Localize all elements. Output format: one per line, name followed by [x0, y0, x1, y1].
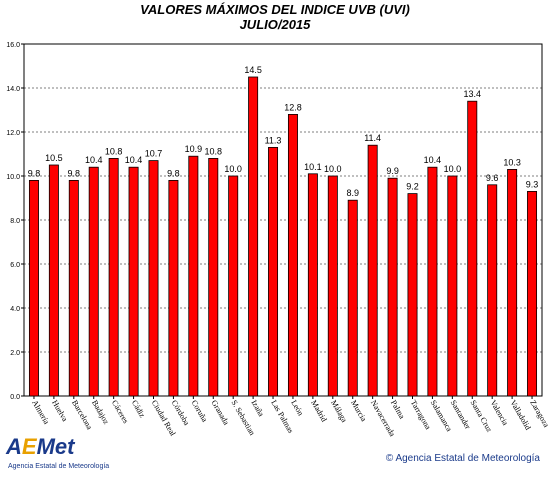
chart-subtitle: JULIO/2015	[239, 17, 311, 32]
bar	[507, 168, 518, 397]
bar	[307, 173, 318, 397]
x-tick-label: Badajoz	[90, 399, 111, 427]
x-tick-label: Granada	[210, 399, 232, 427]
bar	[447, 175, 458, 397]
x-tick-label: Huelva	[50, 399, 70, 424]
bar	[48, 164, 59, 397]
bar	[407, 193, 418, 397]
data-label: 10.0	[224, 164, 242, 174]
data-label: 11.4	[364, 133, 381, 143]
x-tick-label: Murcia	[349, 399, 369, 424]
x-tick-label: Izaña	[249, 399, 266, 419]
y-tick-label: 10.0	[6, 174, 20, 181]
data-label: 9.6	[486, 173, 499, 183]
data-label: 9.2	[406, 182, 419, 192]
x-tick-label: Málaga	[329, 399, 349, 425]
x-tick-label: Madrid	[309, 399, 329, 424]
y-tick-label: 16.0	[6, 42, 20, 49]
y-tick-label: 4.0	[10, 306, 20, 313]
chart-title: VALORES MÁXIMOS DEL INDICE UVB (UVI)	[140, 2, 410, 17]
data-label: 10.0	[444, 164, 462, 174]
data-label: 10.9	[185, 144, 203, 154]
x-tick-label: Cádiz	[130, 399, 147, 420]
data-label: 10.4	[85, 155, 103, 165]
bar	[467, 100, 478, 397]
bar	[487, 184, 498, 397]
x-tick-label: León	[289, 399, 305, 418]
y-tick-label: 8.0	[10, 218, 20, 225]
data-label: 9.9	[386, 166, 399, 176]
data-label: 10.0	[324, 164, 342, 174]
bar	[188, 155, 199, 397]
data-label: 10.4	[125, 155, 143, 165]
data-label: 13.4	[464, 89, 482, 99]
data-label: 14.5	[244, 65, 262, 75]
data-label: 9.8	[68, 168, 81, 178]
bar	[287, 114, 298, 397]
y-tick-label: 0.0	[10, 394, 20, 401]
aemet-logo-subtitle: Agencia Estatal de Meteorología	[8, 463, 110, 470]
data-label: 8.9	[346, 188, 359, 198]
bar	[268, 146, 279, 397]
bar	[168, 179, 179, 397]
bar-chart: 0.0 2.0 4.0 6.0 8.0 10.0 12.0 14.0 16.0 9.8 Almerí…	[6, 42, 550, 438]
bar	[68, 179, 79, 397]
bar	[88, 166, 99, 397]
bar	[108, 157, 119, 397]
data-label: 11.3	[265, 135, 282, 145]
data-label: 9.3	[526, 179, 539, 189]
data-label: 9.8	[167, 168, 180, 178]
x-tick-label: Cáceres	[110, 399, 130, 425]
data-label: 10.7	[145, 149, 163, 159]
bar	[367, 144, 378, 397]
x-tick-label: Córdoba	[170, 399, 192, 428]
aemet-logo: AEMet	[6, 434, 74, 460]
bar	[28, 179, 39, 397]
data-label: 10.8	[105, 146, 123, 156]
bar	[228, 175, 239, 397]
data-label: 12.8	[284, 102, 302, 112]
y-tick-label: 2.0	[10, 350, 20, 357]
data-label: 10.3	[503, 157, 521, 167]
data-label: 9.8	[28, 168, 41, 178]
y-tick-label: 6.0	[10, 262, 20, 269]
copyright-credit: © Agencia Estatal de Meteorología	[385, 453, 540, 464]
bar	[327, 175, 338, 397]
bar	[208, 157, 219, 397]
data-label: 10.8	[205, 146, 223, 156]
bar	[427, 166, 438, 397]
data-label: 10.1	[304, 162, 322, 172]
x-tick-label: Valencia	[488, 399, 510, 428]
bar	[347, 199, 358, 397]
x-tick-label: Palma	[389, 399, 407, 421]
y-tick-label: 14.0	[6, 86, 20, 93]
x-tick-label: Almería	[30, 399, 51, 427]
data-label: 10.4	[424, 155, 442, 165]
y-tick-label: 12.0	[6, 130, 20, 137]
x-tick-label: Coruña	[190, 399, 210, 424]
data-label: 10.5	[45, 153, 63, 163]
bar	[148, 160, 159, 397]
bar	[128, 166, 139, 397]
aemet-logo-text: AEMet	[6, 434, 75, 459]
bar	[387, 177, 398, 397]
bar	[527, 190, 538, 397]
bar	[248, 76, 259, 397]
